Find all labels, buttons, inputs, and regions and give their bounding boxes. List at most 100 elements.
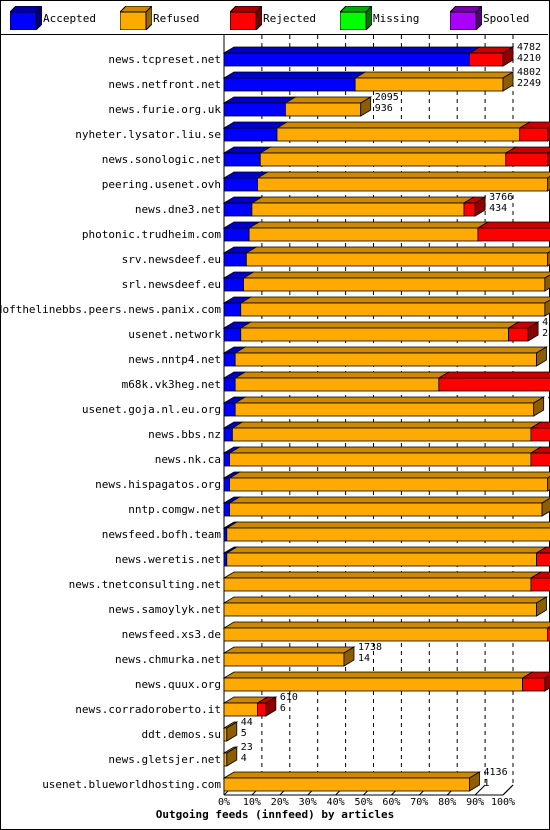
bar-top-refused: [247, 221, 490, 229]
bar-top-refused: [353, 71, 515, 79]
bar-segment-refused: [284, 102, 362, 117]
bar-end-rejected: [547, 151, 550, 167]
legend-swatch-missing: [338, 4, 374, 32]
bar-top-refused: [233, 396, 546, 404]
row-label: usenet.blueworldhosting.com: [42, 778, 221, 791]
bar-segment-refused: [245, 252, 549, 267]
legend-label-spooled: Spooled: [483, 12, 530, 25]
bar-end-refused: [536, 346, 547, 367]
bar-segment-accepted: [223, 352, 236, 367]
bar-end-refused: [544, 274, 550, 292]
bar-segment-refused: [223, 627, 549, 642]
bar-segment-refused: [240, 302, 546, 317]
bar-end-rejected: [544, 674, 550, 692]
bar-segment-refused: [243, 277, 546, 292]
bar-segment-accepted: [223, 202, 253, 217]
bar-top-refused: [222, 646, 356, 654]
bar-segment-accepted: [223, 452, 230, 467]
row-label: news.netfront.net: [108, 78, 221, 91]
bar-segment-rejected: [508, 327, 529, 342]
x-tick-label: 60%: [382, 797, 400, 808]
x-tick-label: 50%: [354, 797, 372, 808]
bar-top-refused: [250, 196, 476, 204]
bar-segment-refused: [223, 702, 258, 717]
row-accepted-value: 6: [280, 703, 286, 714]
bar-segment-rejected: [257, 702, 267, 717]
bar-top-refused: [228, 496, 550, 504]
bar-top-refused: [228, 446, 543, 454]
bar-end-refused: [536, 596, 547, 617]
bar-end-refused: [541, 497, 550, 517]
row-label: news.gletsjer.net: [108, 753, 221, 766]
legend-item-missing: Missing: [338, 4, 419, 32]
bar-segment-refused: [223, 727, 228, 742]
bar-top-accepted: [222, 46, 481, 54]
x-tick-label: 20%: [271, 797, 289, 808]
bar-top-refused: [239, 321, 521, 329]
row-label: srl.newsdeef.eu: [122, 278, 221, 291]
bar-segment-rejected: [469, 52, 504, 67]
bar-end-refused: [226, 721, 238, 742]
bar-top-rejected: [476, 221, 550, 229]
bar-segment-refused: [231, 427, 532, 442]
bar-segment-accepted: [223, 527, 228, 542]
row-label: news.weretis.net: [115, 553, 221, 566]
bar-end-rejected: [502, 46, 514, 67]
bar-end-refused: [226, 746, 238, 767]
row-total-value: 610: [280, 692, 298, 703]
bar-segment-rejected: [530, 452, 550, 467]
bar-segment-accepted: [223, 552, 228, 567]
bar-segment-refused: [229, 452, 532, 467]
row-label: news.chmurka.net: [115, 653, 221, 666]
row-accepted-value: 4: [241, 753, 247, 764]
legend-item-spooled: Spooled: [448, 4, 529, 32]
row-label: news.samoylyk.net: [108, 603, 221, 616]
bar-segment-rejected: [463, 202, 476, 217]
bar-segment-refused: [259, 152, 507, 167]
row-total-value: 3766: [489, 192, 513, 203]
bar-top-refused: [222, 571, 543, 579]
gridline-floor: [474, 784, 486, 796]
x-axis-title: Outgoing feeds (innfeed) by articles: [155, 808, 395, 821]
row-accepted-value: 434: [489, 203, 507, 214]
x-tick-label: 90%: [466, 797, 484, 808]
legend-item-rejected: Rejected: [228, 4, 316, 32]
row-label: news.corradoroberto.it: [75, 703, 221, 716]
bar-segment-refused: [234, 402, 535, 417]
bar-top-refused: [242, 271, 550, 279]
row-label: srv.newsdeef.eu: [122, 253, 221, 266]
bar-segment-rejected: [530, 427, 550, 442]
bar-segment-accepted: [223, 377, 236, 392]
row-total-value: 2095: [375, 92, 399, 103]
legend-label-missing: Missing: [373, 12, 420, 25]
bar-top-refused: [222, 596, 548, 604]
legend-item-refused: Refused: [118, 4, 199, 32]
row-label: ddt.demos.su: [142, 728, 221, 741]
bar-end-refused: [533, 396, 545, 417]
row-label: news.sonologic.net: [102, 153, 221, 166]
bar-segment-accepted: [223, 402, 236, 417]
row-total-value: 1738: [358, 642, 382, 653]
bar-segment-refused: [223, 777, 470, 792]
bar-segment-accepted: [223, 227, 250, 242]
bar-end-refused: [544, 299, 550, 317]
row-label: news.nk.ca: [155, 453, 221, 466]
bar-top-refused: [222, 621, 550, 629]
bar-segment-refused: [251, 202, 465, 217]
row-label: news.quux.org: [135, 678, 221, 691]
legend-swatch-rejected: [228, 4, 264, 32]
bar-segment-accepted: [223, 477, 230, 492]
bar-segment-accepted: [223, 52, 470, 67]
row-label: news.nntp4.net: [128, 353, 221, 366]
row-total-value: 4782: [517, 42, 541, 53]
bar-end-refused: [547, 251, 550, 267]
bar-segment-accepted: [223, 127, 278, 142]
row-label: news.dne3.net: [135, 203, 221, 216]
gridline-floor: [502, 784, 514, 796]
row-label: m68k.vk3heg.net: [122, 378, 221, 391]
legend-swatch-spooled: [448, 4, 484, 32]
bar-segment-accepted: [223, 277, 244, 292]
bar-top-accepted: [222, 96, 297, 104]
row-label: photonic.trudheim.com: [82, 228, 221, 241]
bar-top-refused: [283, 96, 373, 104]
